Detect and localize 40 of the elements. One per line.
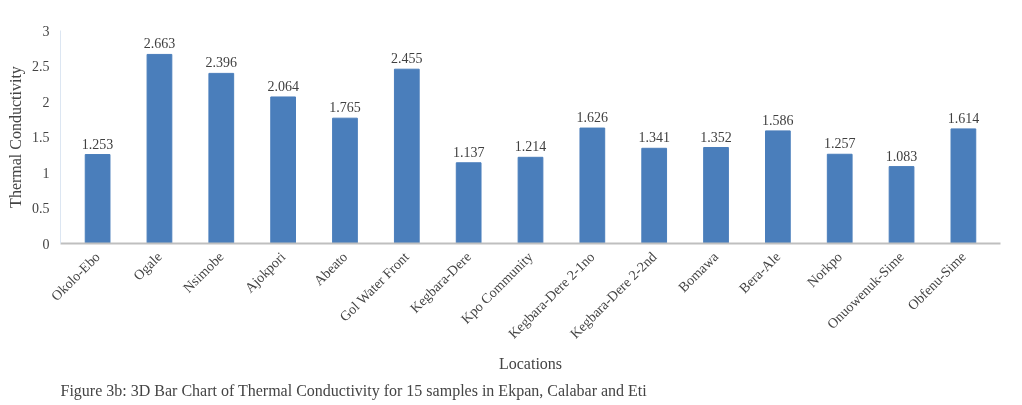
data-label: 2.396 (205, 55, 238, 71)
y-tick-label: 1.5 (32, 130, 50, 145)
bar (208, 72, 235, 244)
data-label: 1.586 (762, 112, 794, 128)
bar (393, 68, 420, 244)
y-tick-label: 1 (42, 165, 50, 181)
bar (888, 166, 915, 244)
bar (703, 147, 729, 244)
data-label: 1.214 (514, 139, 547, 155)
y-tick-label: 0 (42, 236, 50, 252)
y-tick-label: 3 (42, 23, 50, 39)
y-tick-label: 0.5 (32, 201, 50, 216)
bar (84, 154, 111, 244)
data-label: 1.352 (700, 129, 732, 145)
data-label: 2.064 (267, 78, 299, 94)
data-label: 1.257 (823, 136, 856, 152)
bar (146, 53, 173, 244)
bar (826, 153, 853, 244)
y-tick-label: 2 (42, 94, 50, 110)
data-label: 1.765 (329, 100, 361, 116)
caption: Figure 3b: 3D Bar Chart of Thermal Conductivity for 15 samples in Ekpan, Calabar and Eti (60, 381, 648, 400)
y-tick-label: 2.5 (32, 59, 50, 74)
data-label: 1.626 (576, 110, 609, 126)
y-axis-title: Thermal Conductivity (7, 66, 25, 208)
data-label: 1.614 (947, 110, 980, 126)
data-label: 1.253 (81, 136, 114, 152)
data-label: 1.137 (452, 144, 485, 160)
data-label: 2.455 (391, 51, 423, 67)
bar (950, 128, 977, 244)
bar (517, 156, 544, 244)
bar (455, 162, 482, 244)
x-axis-title: Locations (498, 354, 563, 372)
bar (270, 96, 296, 244)
data-label: 1.341 (638, 130, 670, 146)
data-label: 2.663 (143, 36, 176, 52)
data-label: 1.083 (885, 148, 918, 164)
bar (765, 130, 791, 244)
bar (332, 117, 358, 244)
bar (579, 127, 606, 244)
bar (641, 147, 668, 244)
